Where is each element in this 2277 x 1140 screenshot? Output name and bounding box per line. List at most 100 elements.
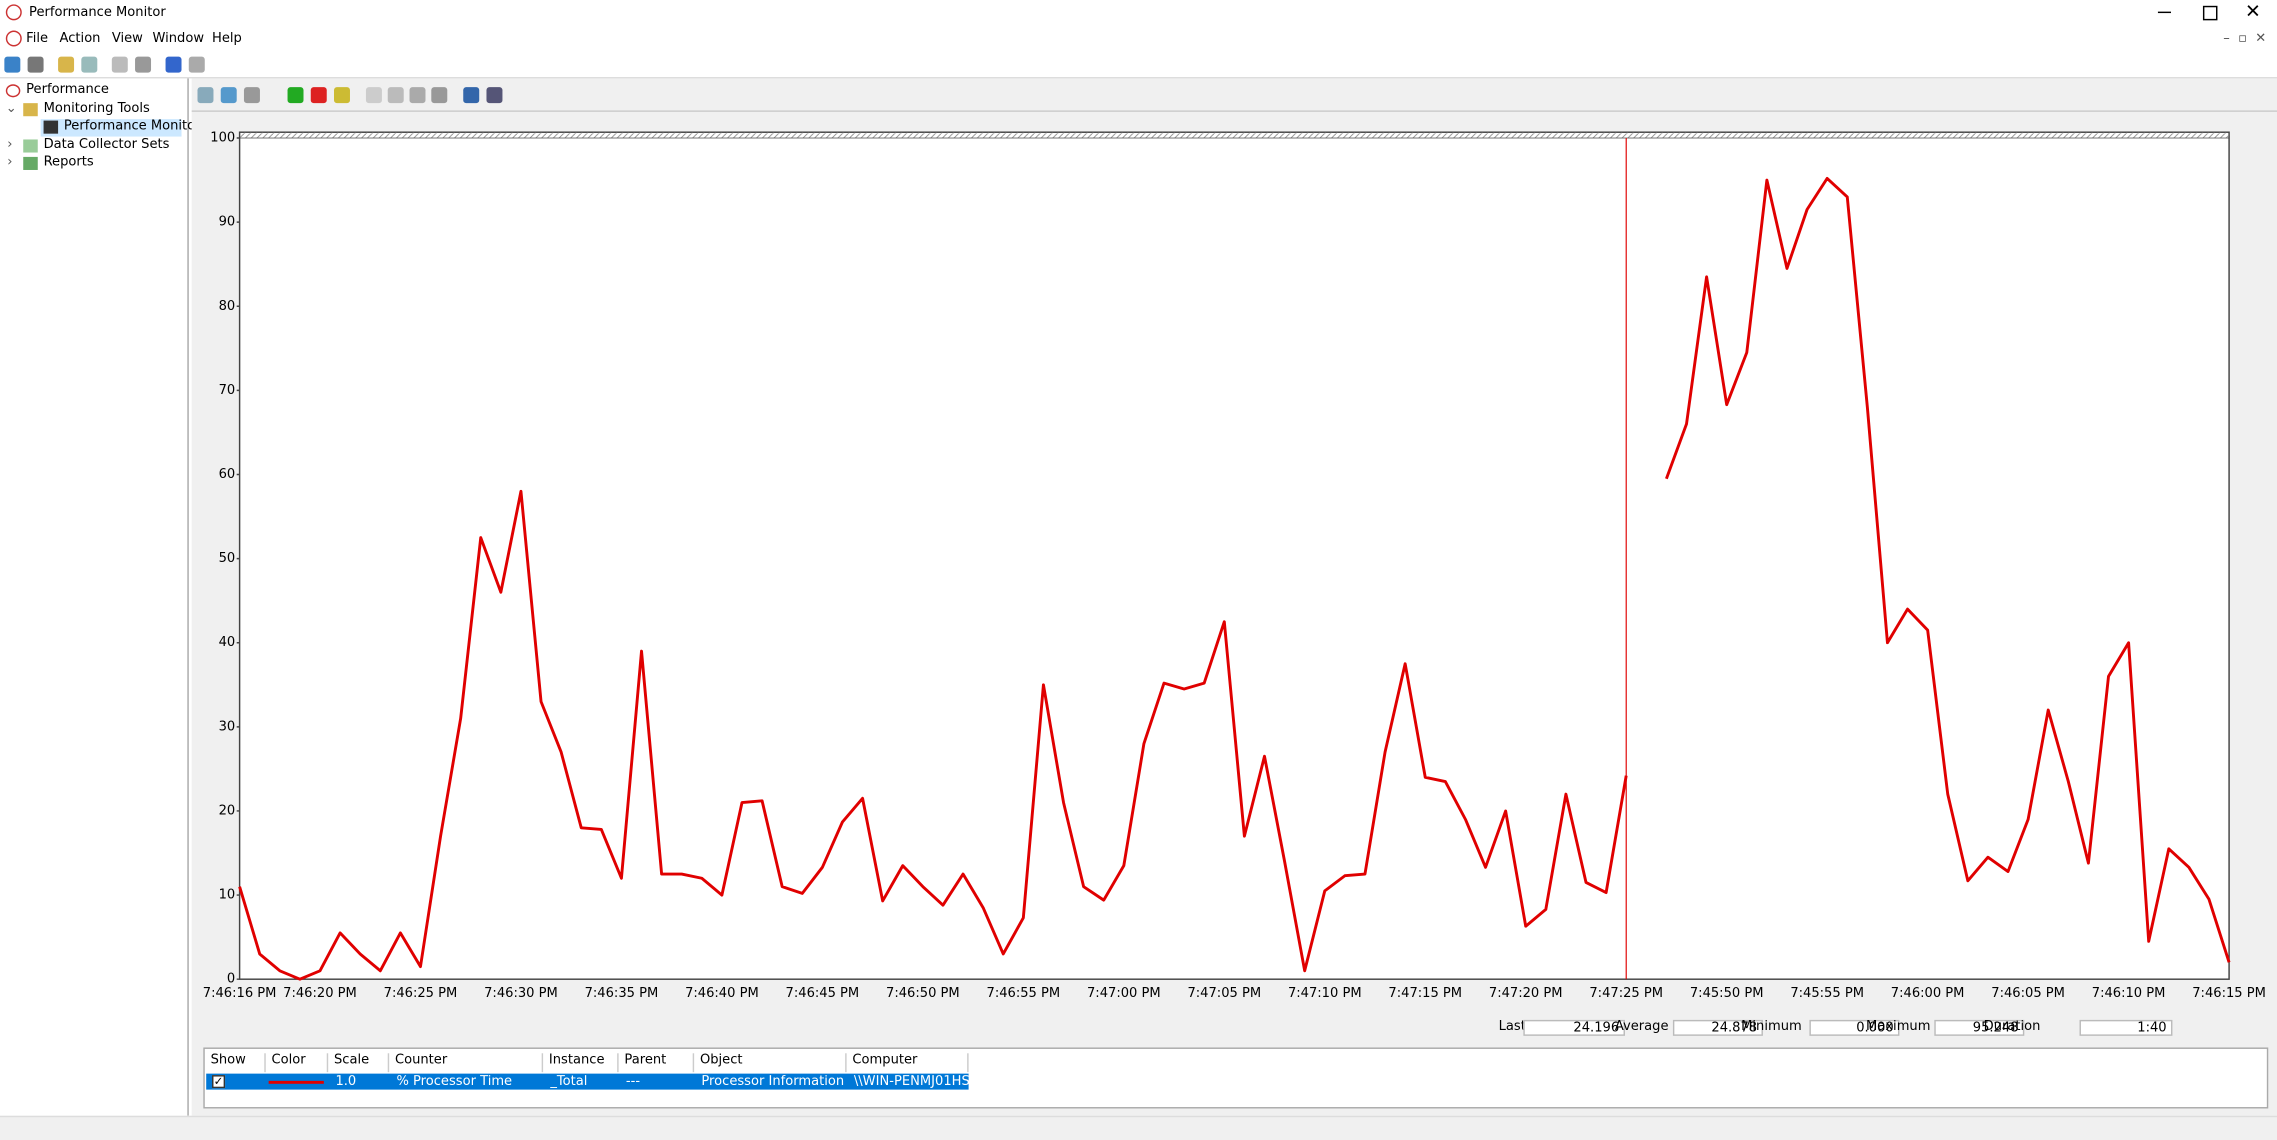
column-header[interactable]: Counter [389,1053,544,1073]
column-header[interactable]: Instance [543,1053,619,1073]
mdi-buttons[interactable]: – ▫ ✕ [2223,31,2267,47]
table-cell: Processor Information [701,1075,845,1090]
tree-label: Performance [26,82,109,98]
x-tick-label: 7:46:15 PM [2192,986,2266,1001]
menu-bar: File Action View Window Help – ▫ ✕ [0,26,2277,52]
change-type-button[interactable] [243,87,260,104]
x-tick-label: 7:46:05 PM [1991,986,2065,1001]
close-button[interactable]: ✕ [2245,1,2261,24]
status-bar [0,1115,2277,1140]
x-tick-label: 7:45:50 PM [1690,986,1764,1001]
x-tick-label: 7:47:25 PM [1589,986,1663,1001]
series-line [238,176,2231,981]
table-cell: _Total [550,1075,588,1090]
x-tick-label: 7:47:05 PM [1187,986,1261,1001]
chart: 0 10 20 30 40 50 60 70 80 90 100 7:46:16 PM 7:46:20 … [203,131,2266,1002]
color-swatch [268,1080,324,1084]
stat-value: 95.248 [1934,1019,2025,1036]
stat-label: Minimum [1741,1019,1802,1035]
y-tick-label: 20 [219,803,236,818]
menu-item[interactable]: File [26,31,49,47]
table-cell: 1.0 [335,1075,357,1090]
y-tick-label: 80 [219,299,236,314]
y-tick-label: 10 [219,888,236,903]
tree-label: Monitoring Tools [43,101,150,117]
forward-button[interactable] [27,56,44,73]
column-header[interactable]: Color [266,1053,329,1073]
column-header[interactable]: Object [694,1053,847,1073]
column-header[interactable]: Show [205,1053,266,1073]
zoom-button[interactable] [431,87,448,104]
stat-label: Duration [1983,1019,2041,1035]
paste-button[interactable] [387,87,404,104]
stat-value: 24.878 [1672,1019,1763,1036]
menu-item[interactable]: Help [212,31,242,47]
stat-value: 1:40 [2079,1019,2173,1036]
x-tick-label: 7:46:45 PM [786,986,860,1001]
maximize-button[interactable] [2202,5,2218,21]
x-tick-label: 7:46:30 PM [484,986,558,1001]
column-header[interactable]: Scale [328,1053,390,1073]
update-button[interactable] [486,87,503,104]
graph-toolbar [191,81,2277,112]
x-tick-label: 7:46:40 PM [685,986,759,1001]
table-cell: \\WIN-PENMJ01HS73 [853,1075,970,1090]
toolbar-button[interactable] [188,56,205,73]
y-tick-label: 30 [219,719,236,734]
stat-label: Average [1614,1019,1669,1035]
navigation-tree: Performance ⌄ Monitoring Tools Performanc… [0,78,201,1116]
tree-item-selected[interactable]: Performance Monitor [40,119,201,137]
up-button[interactable] [58,56,75,73]
highlight-button[interactable] [333,87,350,104]
toolbar-button[interactable] [111,56,128,73]
x-tick-label: 7:46:00 PM [1891,986,1965,1001]
view-graph-button[interactable] [197,87,214,104]
menu-item[interactable]: View [111,31,143,47]
menu-item[interactable]: Action [59,31,101,47]
stat-label: Maximum [1866,1019,1931,1035]
stat-value: 0.000 [1809,1019,1900,1036]
y-tick-label: 40 [219,635,236,650]
x-tick-label: 7:46:25 PM [384,986,458,1001]
table-cell: % Processor Time [396,1075,513,1090]
column-header[interactable]: Parent [619,1053,695,1073]
column-header[interactable]: Computer [847,1053,969,1073]
x-tick-label: 7:45:55 PM [1790,986,1864,1001]
window-title: Performance Monitor [29,5,166,21]
help-button[interactable] [165,56,182,73]
selected-row[interactable] [206,1073,969,1090]
stat-value: 24.196 [1523,1019,1625,1036]
add-button[interactable] [287,87,304,104]
tree-label: Reports [43,155,94,170]
app-icon [5,4,22,21]
minimize-button[interactable] [2157,11,2171,14]
show-checkbox[interactable]: ✓ [212,1075,226,1089]
stats-bar: Last 24.196 Average 24.878 Minimum 0.000 Maxim… [1499,1019,2269,1037]
back-button[interactable] [4,56,21,73]
menu-item[interactable]: Window [152,31,205,47]
table-cell: --- [625,1075,641,1090]
delete-button[interactable] [310,87,327,104]
freeze-button[interactable] [463,87,480,104]
y-tick-label: 0 [227,972,235,987]
tree-button[interactable] [81,56,98,73]
x-tick-label: 7:47:10 PM [1288,986,1362,1001]
properties-button[interactable] [409,87,426,104]
x-tick-label: 7:46:50 PM [886,986,960,1001]
y-tick-label: 90 [219,215,236,230]
x-tick-label: 7:46:10 PM [2092,986,2166,1001]
x-tick-label: 7:46:35 PM [585,986,659,1001]
x-tick-label: 7:46:16 PM [203,986,277,1001]
view-source-button[interactable] [220,87,237,104]
y-tick-label: 100 [210,131,235,146]
copy-button[interactable] [365,87,382,104]
y-tick-label: 60 [219,467,236,482]
toolbar-button[interactable] [135,56,152,73]
x-tick-label: 7:46:55 PM [987,986,1061,1001]
x-tick-label: 7:47:15 PM [1388,986,1462,1001]
tree-label: Data Collector Sets [43,138,170,153]
x-tick-label: 7:47:20 PM [1489,986,1563,1001]
system-menu[interactable] [5,30,22,47]
